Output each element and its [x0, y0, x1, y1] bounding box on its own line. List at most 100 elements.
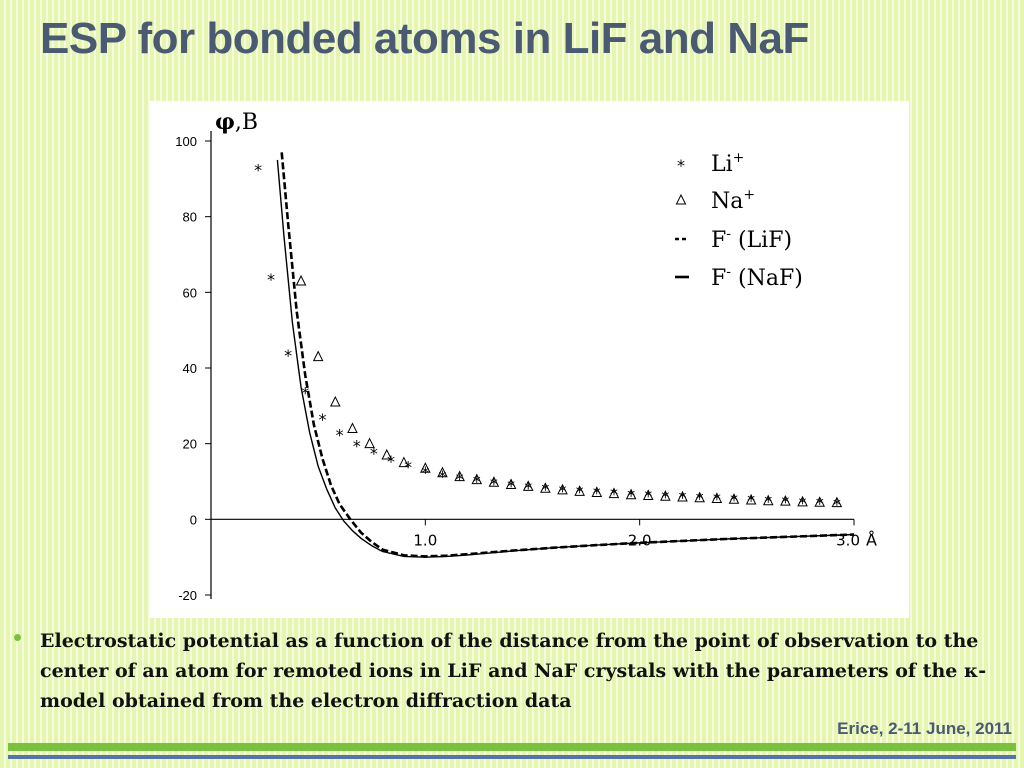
li-ion-point: *	[387, 452, 395, 471]
y-axis-unit: ,B	[235, 110, 258, 135]
li-ion-point: *	[254, 160, 262, 179]
caption-block: Electrostatic potential as a function of…	[14, 626, 999, 716]
footer-bar-green	[8, 743, 1016, 751]
li-ion-point: *	[541, 480, 549, 499]
chart-series: ******* * * * * * * * * * * * * * * * * * * * * * * * * * * * *	[254, 152, 855, 558]
caption-text-end: -model obtained from the electron diffra…	[40, 660, 987, 712]
na-ion-point	[711, 492, 723, 504]
na-ion-point	[312, 350, 324, 362]
legend-entry-label: Li+	[711, 150, 744, 177]
li-ion-point: *	[833, 495, 841, 514]
x-tick-label: 3.0	[836, 531, 860, 549]
y-tick-label: 100	[175, 134, 197, 149]
y-tick-label: 80	[183, 210, 197, 225]
na-ion-point	[728, 493, 740, 504]
li-ion-point: *	[301, 384, 309, 403]
na-ion-point	[831, 496, 843, 508]
na-ion-point	[642, 489, 654, 500]
na-ion-point	[694, 491, 705, 503]
na-ion-point	[660, 490, 671, 501]
li-ion-point: *	[713, 490, 721, 509]
li-ion-point: *	[284, 346, 292, 365]
na-ion-point	[488, 476, 500, 487]
li-ion-point: *	[696, 489, 704, 508]
x-tick-label: 2.0	[628, 531, 652, 549]
legend-entry-label: Na+	[711, 187, 755, 214]
footer-bar-blue	[8, 755, 1016, 759]
na-ion-point	[540, 482, 551, 493]
x-axis-unit: Å	[866, 530, 877, 549]
na-ion-point	[347, 422, 358, 434]
na-ion-point	[797, 495, 808, 507]
legend-crystal: (LiF)	[731, 228, 792, 253]
na-ion-point	[454, 470, 465, 482]
li-ion-point: *	[730, 490, 738, 509]
chart-labels: -20 0 20 40 60 80 100 1.0 2.0 3.0 Åφ,B	[175, 109, 877, 603]
li-ion-point: *	[318, 410, 326, 429]
na-ion-point	[420, 462, 431, 473]
slide-title: ESP for bonded atoms in LiF and NaF	[40, 14, 809, 63]
figure-caption: Electrostatic potential as a function of…	[40, 626, 999, 716]
y-axis-symbol: φ	[215, 109, 235, 135]
legend-li-marker: *	[677, 156, 685, 175]
na-ion-point	[780, 495, 791, 506]
y-tick-label: 0	[190, 512, 197, 527]
na-ion-point	[608, 487, 620, 499]
chart-legend: * Li+Na+F- (LiF)F- (NaF)	[675, 150, 803, 291]
na-ion-point	[574, 485, 585, 496]
chart-axes	[210, 131, 854, 599]
legend-entry-label: F- (LiF)	[711, 226, 792, 253]
series-f-naf-line	[276, 159, 855, 558]
li-ion-point: *	[747, 491, 755, 510]
na-ion-point	[381, 448, 393, 460]
x-tick-label: 1.0	[413, 531, 437, 549]
li-ion-point: *	[644, 487, 652, 506]
y-tick-label: -20	[178, 588, 197, 603]
chart-ticks	[205, 140, 855, 596]
na-ion-point	[591, 486, 603, 497]
li-ion-point: *	[490, 475, 498, 494]
legend-ion-charge: +	[733, 150, 745, 166]
y-tick-label: 60	[183, 285, 197, 300]
legend-ion-name: F	[711, 228, 726, 253]
li-ion-point: *	[473, 472, 481, 491]
legend-ion-name: Na	[711, 189, 743, 214]
legend-ion-name: F	[711, 266, 726, 291]
na-ion-point	[745, 493, 757, 505]
legend-entry-label: F- (NaF)	[711, 264, 803, 291]
li-ion-point: *	[456, 470, 464, 489]
na-ion-point	[677, 490, 688, 502]
legend-ion-charge: -	[726, 264, 731, 280]
li-ion-point: *	[627, 486, 635, 505]
chart-svg: ******* * * * * * * * * * * * * * * * * * * * * * * * * * * * * -200…	[175, 109, 877, 603]
na-ion-point	[557, 483, 568, 495]
legend-crystal: (NaF)	[731, 266, 803, 291]
li-ion-point: *	[610, 485, 618, 504]
y-axis-label: φ,B	[215, 109, 258, 135]
li-ion-point: *	[524, 478, 532, 497]
li-ion-point: *	[661, 487, 669, 506]
na-ion-point	[814, 496, 826, 507]
esp-chart: * * * * * * * * * * * * * * * * * * * * * * * * * * * * * * * * * * * -20 0…	[149, 101, 909, 618]
caption-text-start: Electrostatic potential as a function of…	[40, 630, 979, 682]
bullet-dot-icon	[14, 634, 21, 641]
li-ion-point: *	[679, 488, 687, 507]
li-ion-point: *	[336, 425, 344, 444]
y-tick-label: 20	[183, 437, 197, 452]
na-ion-point	[625, 488, 637, 500]
footer-event-date: Erice, 2-11 June, 2011	[837, 719, 1012, 738]
y-tick-label: 40	[183, 361, 197, 376]
na-ion-point	[398, 456, 410, 468]
na-ion-point	[471, 473, 483, 485]
na-ion-point	[295, 274, 307, 286]
kappa-symbol: κ	[963, 660, 979, 682]
li-ion-point: *	[559, 481, 567, 500]
na-ion-point	[437, 466, 448, 478]
li-ion-point: *	[781, 493, 789, 512]
li-ion-point: *	[353, 437, 361, 456]
na-ion-point	[364, 437, 375, 449]
li-ion-point: *	[267, 270, 275, 289]
legend-ion-charge: +	[743, 187, 755, 203]
li-ion-point: *	[764, 492, 772, 511]
li-ion-point: *	[799, 493, 807, 512]
